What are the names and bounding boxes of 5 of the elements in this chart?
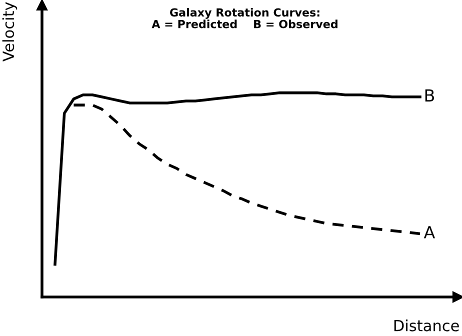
series-label: A: [424, 226, 436, 238]
x-axis-title: Distance: [394, 320, 459, 332]
chart-title: Galaxy Rotation Curves: A = Predicted B = Observed: [152, 8, 338, 28]
series-label: B: [425, 89, 434, 102]
y-axis-title: Velocity: [2, 2, 18, 62]
